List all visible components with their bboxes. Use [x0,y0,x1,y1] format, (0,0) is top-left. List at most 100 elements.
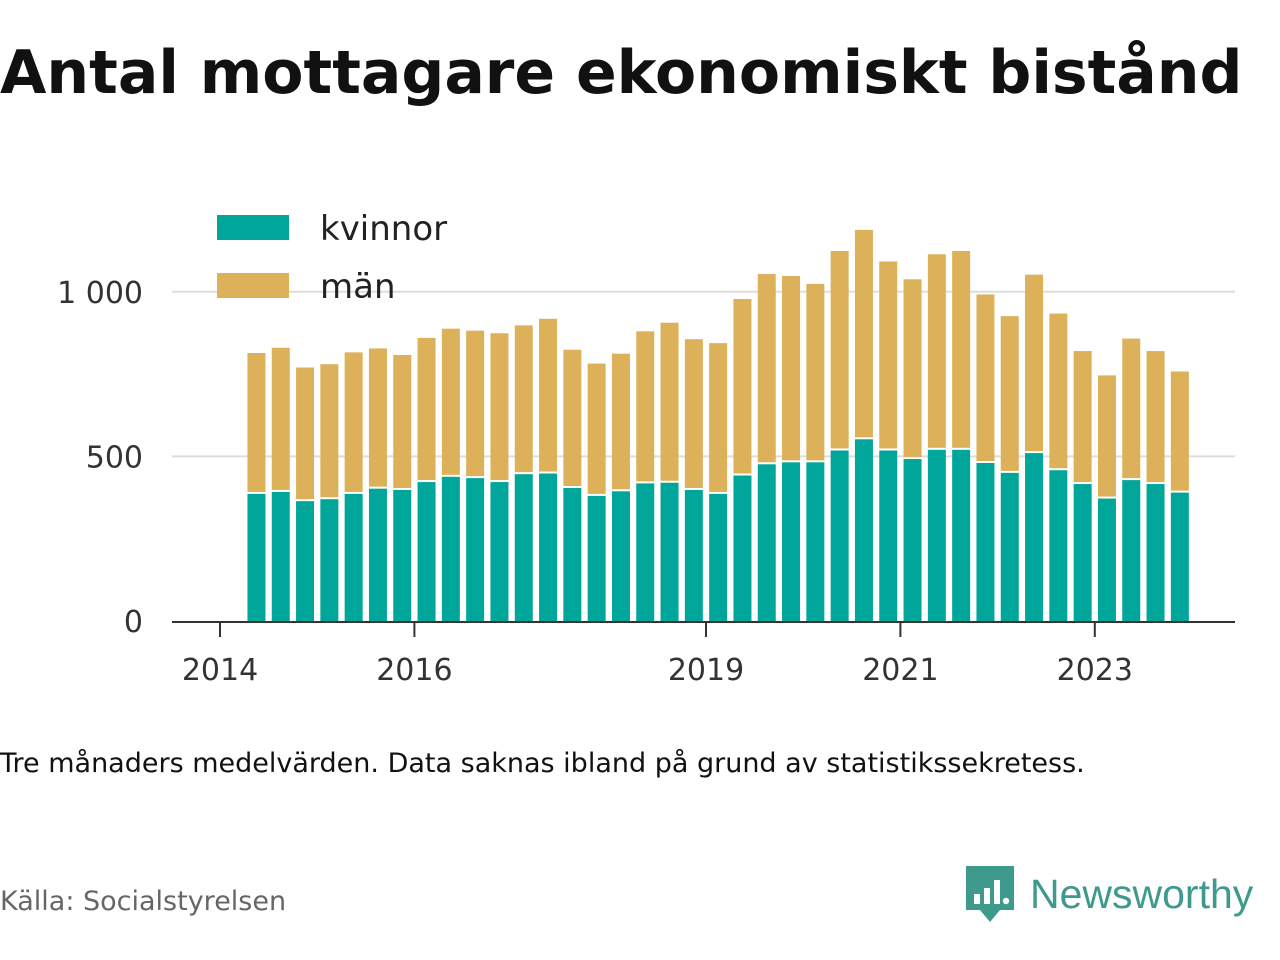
bar-man-37 [1146,351,1165,483]
bar-kvinnor-37 [1146,484,1165,621]
axes: 0 500 1 000 2014 2016 2019 2021 2023 [57,276,1235,688]
bar-kvinnor-24 [830,450,849,621]
page-title: Antal mottagare ekonomiskt bistånd [0,38,1243,108]
bar-man-14 [587,363,606,494]
bar-kvinnor-12 [539,473,558,621]
bar-man-24 [830,250,849,449]
bar-man-20 [733,299,752,474]
bar-man-38 [1170,371,1189,491]
legend-swatch-man [217,273,289,298]
bar-kvinnor-10 [490,482,509,621]
stacked-bar-chart: 0 500 1 000 2014 2016 2019 2021 2023 kvinnor mä… [57,209,1235,688]
bar-man-33 [1049,313,1068,469]
bar-kvinnor-34 [1073,484,1092,621]
bar-kvinnor-14 [587,495,606,621]
bar-kvinnor-29 [952,449,971,621]
bar-kvinnor-20 [733,475,752,621]
x-tick-label-4: 2023 [1057,653,1133,688]
bar-man-25 [854,229,873,438]
x-tick-label-1: 2016 [376,653,452,688]
bar-man-23 [806,283,825,461]
bar-kvinnor-17 [660,482,679,621]
bar-man-21 [757,274,776,463]
bar-man-31 [1000,316,1019,471]
bar-man-4 [344,352,363,492]
bar-man-27 [903,279,922,458]
y-tick-label-2: 1 000 [57,276,143,311]
bar-man-16 [636,331,655,482]
bar-man-7 [417,337,436,481]
bar-kvinnor-13 [563,488,582,621]
bar-man-2 [296,367,315,500]
bar-man-28 [927,254,946,448]
bar-kvinnor-0 [247,493,266,621]
brand-logo[interactable]: Newsworthy [964,864,1253,924]
bar-kvinnor-28 [927,449,946,621]
bar-kvinnor-8 [441,476,460,621]
bar-kvinnor-27 [903,459,922,621]
x-tick-label-0: 2014 [182,653,258,688]
bar-kvinnor-18 [684,489,703,621]
bar-kvinnor-2 [296,501,315,621]
bar-kvinnor-15 [611,491,630,621]
bar-man-11 [514,325,533,473]
bar-kvinnor-32 [1025,453,1044,621]
bar-man-1 [271,347,290,490]
bar-kvinnor-9 [466,478,485,621]
bar-kvinnor-5 [368,488,387,621]
bar-kvinnor-25 [854,439,873,621]
bar-man-26 [879,261,898,449]
legend-label-man: män [320,267,396,307]
bar-man-29 [952,250,971,448]
bar-kvinnor-22 [782,462,801,621]
bar-kvinnor-33 [1049,470,1068,621]
bar-kvinnor-23 [806,462,825,621]
newsworthy-logo-icon [966,866,1014,922]
bar-man-36 [1122,338,1141,479]
bar-kvinnor-16 [636,483,655,621]
bar-man-12 [539,318,558,472]
y-tick-label-0: 0 [124,605,143,640]
bar-man-18 [684,339,703,488]
bar-man-15 [611,353,630,490]
bar-kvinnor-36 [1122,480,1141,621]
bar-man-32 [1025,274,1044,452]
bar-kvinnor-38 [1170,492,1189,621]
bar-man-10 [490,333,509,481]
y-tick-label-1: 500 [86,440,143,475]
brand-name: Newsworthy [1030,870,1254,917]
bar-man-35 [1097,375,1116,497]
source-label: Källa: Socialstyrelsen [0,886,287,917]
bar-kvinnor-31 [1000,472,1019,621]
bar-kvinnor-4 [344,493,363,621]
x-tick-label-2: 2019 [668,653,744,688]
bar-man-13 [563,349,582,487]
bar-man-30 [976,294,995,461]
legend: kvinnor män [217,209,447,307]
bar-man-6 [393,355,412,488]
bar-man-19 [709,343,728,492]
bar-man-8 [441,328,460,475]
legend-swatch-kvinnor [217,215,289,240]
bar-man-34 [1073,351,1092,483]
bar-kvinnor-35 [1097,498,1116,621]
bar-man-9 [466,330,485,477]
bar-kvinnor-30 [976,462,995,621]
x-tick-label-3: 2021 [862,653,938,688]
bar-kvinnor-6 [393,489,412,621]
bar-kvinnor-11 [514,474,533,621]
bar-kvinnor-21 [757,464,776,621]
bar-man-3 [320,364,339,498]
bar-kvinnor-3 [320,499,339,621]
legend-label-kvinnor: kvinnor [320,209,447,249]
bars [247,229,1189,621]
bar-kvinnor-1 [271,491,290,621]
bar-kvinnor-26 [879,450,898,621]
chart-note: Tre månaders medelvärden. Data saknas ib… [0,748,1085,779]
bar-man-0 [247,353,266,492]
bar-man-5 [368,348,387,487]
bar-kvinnor-7 [417,482,436,621]
bar-kvinnor-19 [709,493,728,621]
bar-man-17 [660,322,679,481]
bar-man-22 [782,275,801,461]
